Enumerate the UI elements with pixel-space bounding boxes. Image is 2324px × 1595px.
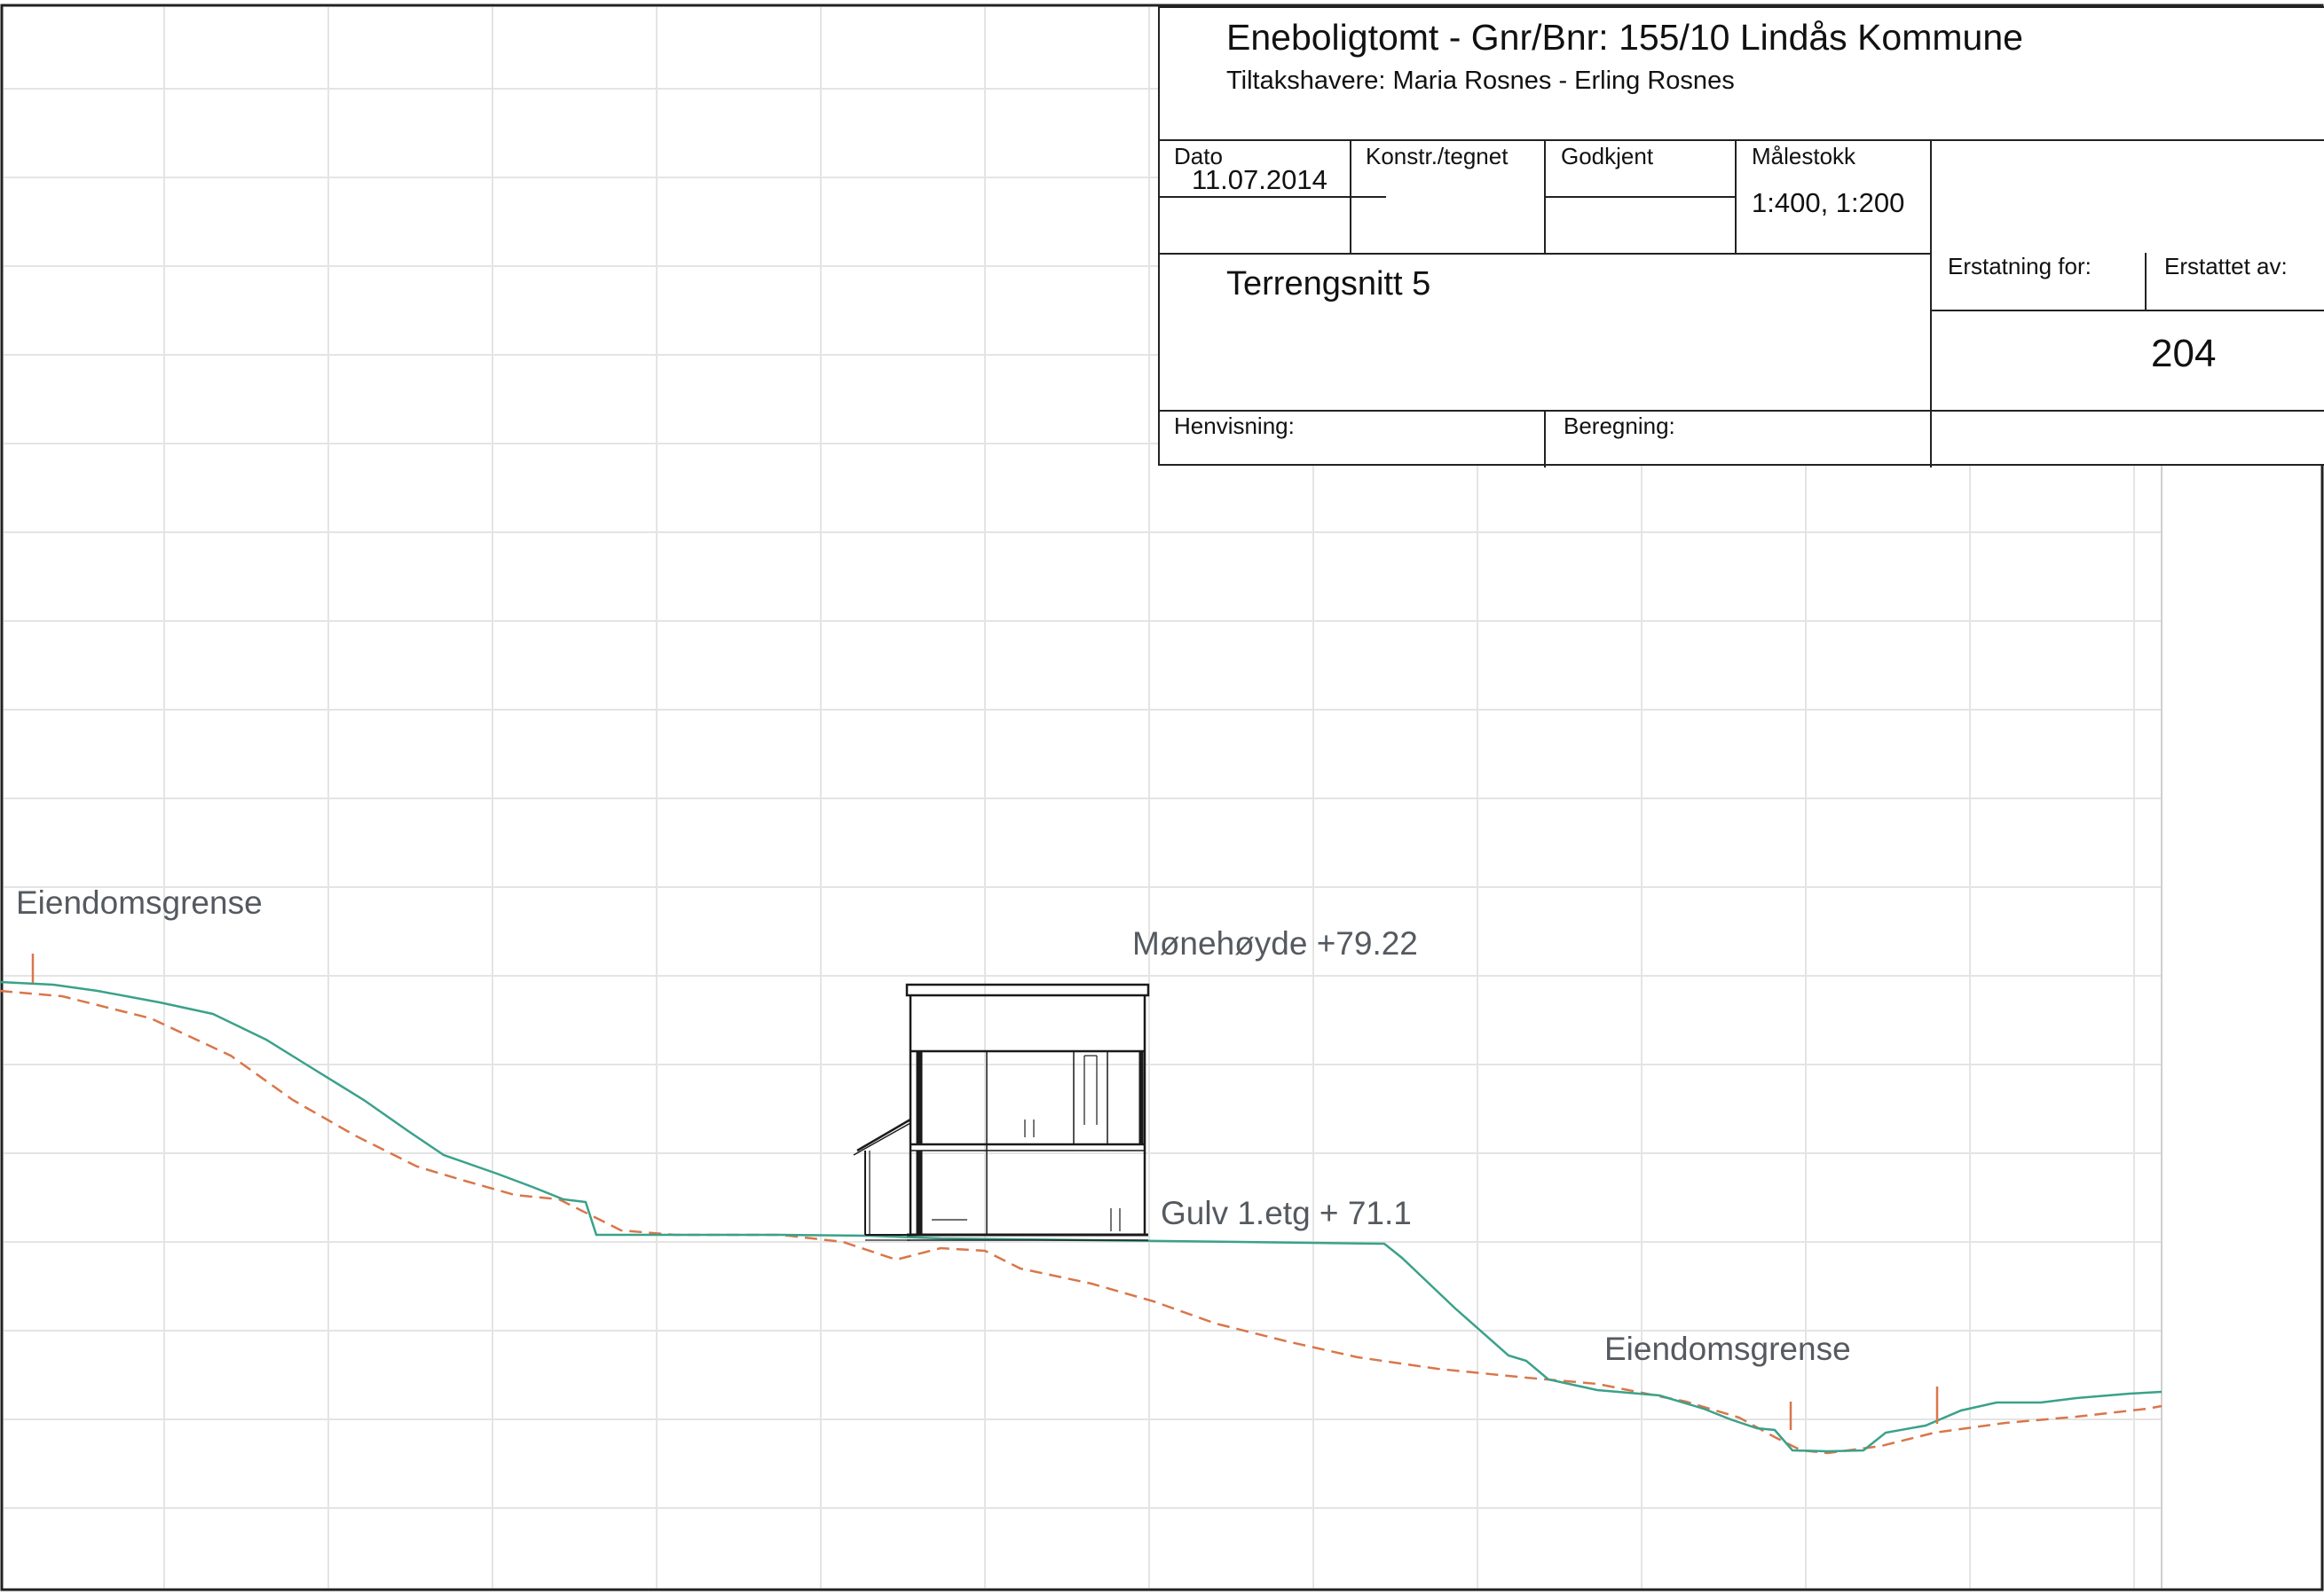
scale-value: 1:400, 1:200	[1752, 187, 1905, 218]
date-label: Dato	[1174, 143, 1223, 169]
label-boundary-left: Eiendomsgrense	[16, 884, 263, 921]
calculation-label: Beregning:	[1564, 412, 1675, 439]
replaces-label: Erstatning for:	[1948, 253, 2092, 279]
sheet-border	[0, 4, 2324, 1591]
house-section	[853, 983, 1150, 1241]
label-boundary-right: Eiendomsgrense	[1604, 1331, 1851, 1367]
roof-slab	[905, 983, 1150, 997]
date-value: 11.07.2014	[1192, 164, 1327, 195]
designed-label: Konstr./tegnet	[1366, 143, 1509, 169]
label-ridge-height: Mønehøyde +79.22	[1132, 925, 1418, 962]
new-terrain-line	[0, 980, 2163, 1453]
approved-label: Godkjent	[1561, 143, 1654, 169]
replaced-by-label: Erstattet av:	[2164, 253, 2288, 279]
label-floor-height: Gulv 1.etg + 71.1	[1161, 1195, 1412, 1231]
drawing-number: 204	[2151, 332, 2217, 375]
client-names: Tiltakshavere: Maria Rosnes - Erling Ros…	[1226, 67, 1735, 95]
title-block: Eneboligtomt - Gnr/Bnr: 155/10 Lindås Ko…	[1158, 6, 2324, 468]
project-title: Eneboligtomt - Gnr/Bnr: 155/10 Lindås Ko…	[1226, 17, 2023, 58]
drawing-title: Terrengsnitt 5	[1226, 265, 1431, 302]
scale-label: Målestokk	[1752, 143, 1856, 169]
existing-terrain-line	[0, 989, 2163, 1455]
reference-label: Henvisning:	[1174, 412, 1295, 439]
